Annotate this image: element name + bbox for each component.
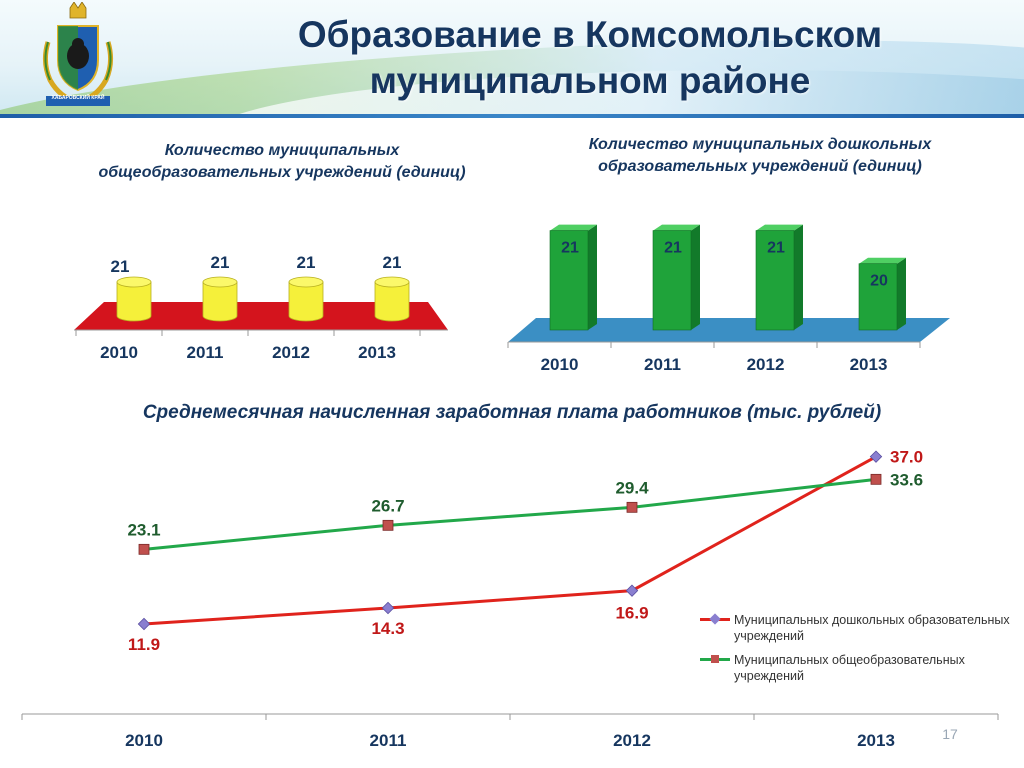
- chart2-tick-label: 2012: [747, 355, 785, 374]
- chart3-data-label: 37.0: [890, 448, 923, 467]
- legend-item-general: Муниципальных общеобразовательных учрежд…: [700, 652, 1010, 684]
- chart-general-schools: 21 2010 21 2011 21 2012 21 2013: [74, 253, 448, 362]
- chart3-data-label: 11.9: [128, 635, 160, 654]
- chart3-data-label: 16.9: [615, 604, 648, 623]
- chart1-bar: [116, 281, 152, 322]
- emblem-caption: ХАБАРОВСКИЙ КРАЙ: [51, 95, 105, 101]
- chart3-data-label: 14.3: [371, 619, 404, 638]
- chart2-bar: [652, 230, 692, 331]
- chart3-point-diamond: [137, 617, 151, 631]
- legend-label-general: Муниципальных общеобразовательных учрежд…: [734, 653, 965, 683]
- chart3-point-diamond: [625, 584, 639, 597]
- chart3-tick-label: 2011: [370, 731, 407, 750]
- chart2-data-label: 21: [767, 240, 785, 257]
- chart2-bar-side: [897, 257, 906, 330]
- chart1-data-label: 21: [111, 257, 130, 276]
- chart-preschools: 21 2010 21 2011 21 2012 20 2013: [507, 224, 950, 374]
- chart3-point-diamond: [869, 450, 883, 463]
- chart3-title: Среднемесячная начисленная заработная пл…: [142, 402, 882, 423]
- chart1-bar-top: [374, 276, 410, 288]
- chart1-tick-label: 2013: [358, 343, 396, 362]
- chart2-tick-label: 2011: [644, 355, 681, 374]
- chart3-series-line: [143, 455, 877, 626]
- header-banner: [0, 0, 1024, 118]
- chart3-legend: Муниципальных дошкольных образовательных…: [700, 612, 1010, 692]
- chart2-bar: [755, 230, 795, 331]
- chart3-series-line: [143, 477, 877, 551]
- legend-label-preschool: Муниципальных дошкольных образовательных…: [734, 613, 1010, 643]
- chart2-bar: [549, 230, 589, 331]
- chart1-bar-top: [116, 276, 152, 288]
- chart1-data-label: 21: [383, 253, 402, 272]
- page-number: 17: [942, 726, 958, 742]
- coat-of-arms-emblem: [42, 2, 114, 106]
- chart1-tick-label: 2012: [272, 343, 310, 362]
- chart3-tick-label: 2012: [613, 731, 651, 750]
- chart3-data-label: 23.1: [127, 520, 160, 539]
- legend-square-marker: [711, 655, 719, 663]
- chart2-tick-label: 2013: [850, 355, 888, 374]
- legend-diamond-marker: [709, 613, 721, 625]
- chart3-point-square: [138, 543, 150, 555]
- chart3-point-square: [382, 519, 394, 531]
- chart1-bar: [288, 281, 324, 322]
- chart2-data-label: 21: [561, 240, 579, 257]
- chart2-tick-label: 2010: [541, 355, 579, 374]
- chart1-floor: [74, 302, 448, 330]
- chart2-data-label: 21: [664, 240, 682, 257]
- chart3-tick-label: 2013: [857, 731, 895, 750]
- chart1-tick-label: 2011: [187, 343, 224, 362]
- chart2-floor: [508, 318, 950, 342]
- chart2-bar-side: [691, 224, 700, 330]
- chart2-bar-top: [859, 257, 906, 264]
- chart1-bar-top: [202, 276, 238, 288]
- page-title-line2: муниципальном районе: [369, 60, 811, 101]
- chart3-data-label: 26.7: [371, 496, 404, 515]
- chart2-bar-top: [550, 224, 597, 231]
- chart2-title: Количество муниципальных дошкольных обра…: [588, 136, 932, 175]
- legend-item-preschool: Муниципальных дошкольных образовательных…: [700, 612, 1010, 644]
- page-title: Образование в Комсомольском муниципально…: [240, 12, 940, 104]
- chart2-data-label: 20: [870, 273, 888, 290]
- chart1-bar: [374, 281, 410, 322]
- chart2-bar-top: [653, 224, 700, 231]
- chart3-data-label: 29.4: [615, 478, 649, 497]
- chart3-point-diamond: [381, 601, 395, 615]
- chart1-title: Количество муниципальных общеобразовател…: [98, 142, 466, 181]
- chart1-bar: [202, 281, 238, 322]
- chart3-point-square: [870, 473, 882, 485]
- chart3-tick-label: 2010: [125, 731, 163, 750]
- header-divider: [0, 114, 1024, 118]
- chart1-data-label: 21: [297, 253, 316, 272]
- chart2-bar-top: [756, 224, 803, 231]
- chart3-point-square: [626, 501, 638, 513]
- chart2-bar: [858, 263, 898, 331]
- chart1-bar-top: [288, 276, 324, 288]
- chart3-data-label: 33.6: [890, 470, 923, 489]
- chart2-bar-side: [794, 224, 803, 330]
- chart-salary: 2010 2011 2012 2013 11.9 14.3 16.9 37.0 23.1 26.7…: [21, 448, 999, 750]
- chart2-bar-side: [588, 224, 597, 330]
- chart1-data-label: 21: [211, 253, 230, 272]
- chart1-tick-label: 2010: [100, 343, 138, 362]
- page-title-line1: Образование в Комсомольском: [297, 14, 883, 55]
